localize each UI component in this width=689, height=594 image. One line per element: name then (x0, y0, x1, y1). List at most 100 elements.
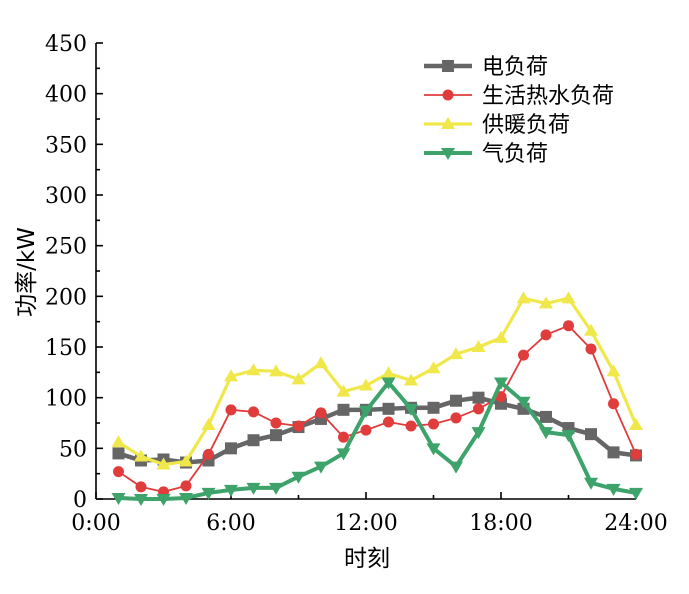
series-3 (111, 291, 643, 470)
data-point (246, 363, 261, 376)
x-tick-label: 6:00 (206, 511, 255, 536)
data-point (495, 391, 507, 403)
data-point (293, 420, 304, 432)
data-point (629, 487, 643, 500)
legend-marker (442, 60, 454, 72)
data-point (179, 454, 193, 467)
data-point (404, 373, 418, 386)
series-line (117, 296, 638, 467)
data-point (404, 403, 418, 416)
data-point (473, 403, 484, 415)
x-tick-label: 24:00 (604, 511, 667, 536)
data-point (135, 481, 147, 493)
data-point (494, 377, 508, 390)
data-point (585, 343, 597, 355)
data-point (246, 482, 261, 495)
data-point (607, 446, 620, 459)
y-tick-label: 50 (59, 437, 87, 462)
data-point (314, 356, 328, 369)
y-axis-title: 功率/kW (14, 227, 40, 317)
legend-item: 电负荷 (424, 55, 548, 80)
data-point (516, 291, 531, 304)
data-point (518, 349, 529, 361)
data-point (112, 447, 125, 460)
data-point (471, 427, 486, 440)
data-point (338, 431, 349, 443)
y-tick-label: 450 (45, 32, 87, 57)
data-point (270, 429, 282, 442)
data-point (606, 364, 621, 377)
data-point (270, 417, 282, 429)
data-point (584, 323, 598, 336)
data-point (539, 296, 553, 309)
data-point (608, 398, 619, 410)
data-point (225, 442, 237, 455)
legend-item: 生活热水负荷 (424, 84, 614, 109)
data-point (584, 477, 598, 490)
data-point (427, 401, 440, 414)
series-1 (112, 391, 642, 469)
y-tick-label: 100 (45, 387, 87, 412)
legend-item: 气负荷 (424, 142, 548, 167)
data-point (360, 424, 372, 436)
x-tick-label: 12:00 (334, 511, 397, 536)
x-axis-title: 时刻 (344, 546, 390, 572)
data-point (291, 372, 306, 385)
data-point (426, 361, 441, 374)
series-line (118, 380, 637, 501)
legend-label: 生活热水负荷 (482, 84, 614, 109)
y-tick-label: 250 (45, 235, 87, 260)
axes: 0 50 100 150 200 250 300 350 400 450 0:00 6:00 12:00… (45, 32, 668, 536)
y-tick-label: 300 (45, 184, 87, 209)
series-2 (113, 320, 642, 498)
data-point (494, 330, 508, 343)
data-point (224, 484, 238, 497)
series-4 (111, 377, 643, 506)
data-point (449, 461, 463, 474)
data-point (426, 443, 441, 456)
data-point (224, 369, 238, 382)
data-point (428, 418, 439, 430)
data-point (381, 377, 396, 390)
legend-marker (441, 117, 455, 129)
series-layer (111, 291, 643, 506)
data-point (359, 405, 373, 418)
y-tick-label: 400 (45, 83, 87, 108)
data-point (539, 427, 553, 440)
y-tick-label: 150 (45, 336, 87, 361)
data-point (315, 407, 327, 419)
data-point (156, 494, 171, 506)
data-point (561, 430, 576, 443)
data-point (472, 391, 485, 404)
data-point (359, 378, 373, 391)
data-point (314, 461, 328, 474)
data-point (563, 320, 574, 332)
y-tick-label: 200 (45, 285, 87, 310)
data-point (113, 466, 124, 478)
data-point (201, 487, 216, 500)
data-point (540, 410, 552, 423)
data-point (111, 435, 126, 448)
data-point (561, 291, 576, 304)
data-point (337, 403, 350, 416)
data-point (383, 416, 394, 428)
data-point (203, 448, 214, 460)
y-tick-label: 0 (73, 488, 87, 513)
legend-label: 电负荷 (482, 55, 548, 80)
data-point (471, 340, 486, 352)
data-point (269, 482, 283, 495)
legend-label: 气负荷 (482, 142, 548, 167)
data-point (180, 480, 192, 492)
data-point (540, 329, 552, 341)
data-point (336, 448, 351, 461)
data-point (516, 396, 531, 409)
data-point (248, 406, 259, 418)
data-point (629, 418, 643, 431)
data-point (606, 483, 621, 496)
data-point (225, 404, 237, 416)
data-point (630, 448, 642, 460)
data-point (382, 402, 395, 415)
legend-label: 供暖负荷 (482, 113, 570, 138)
data-point (269, 364, 283, 377)
